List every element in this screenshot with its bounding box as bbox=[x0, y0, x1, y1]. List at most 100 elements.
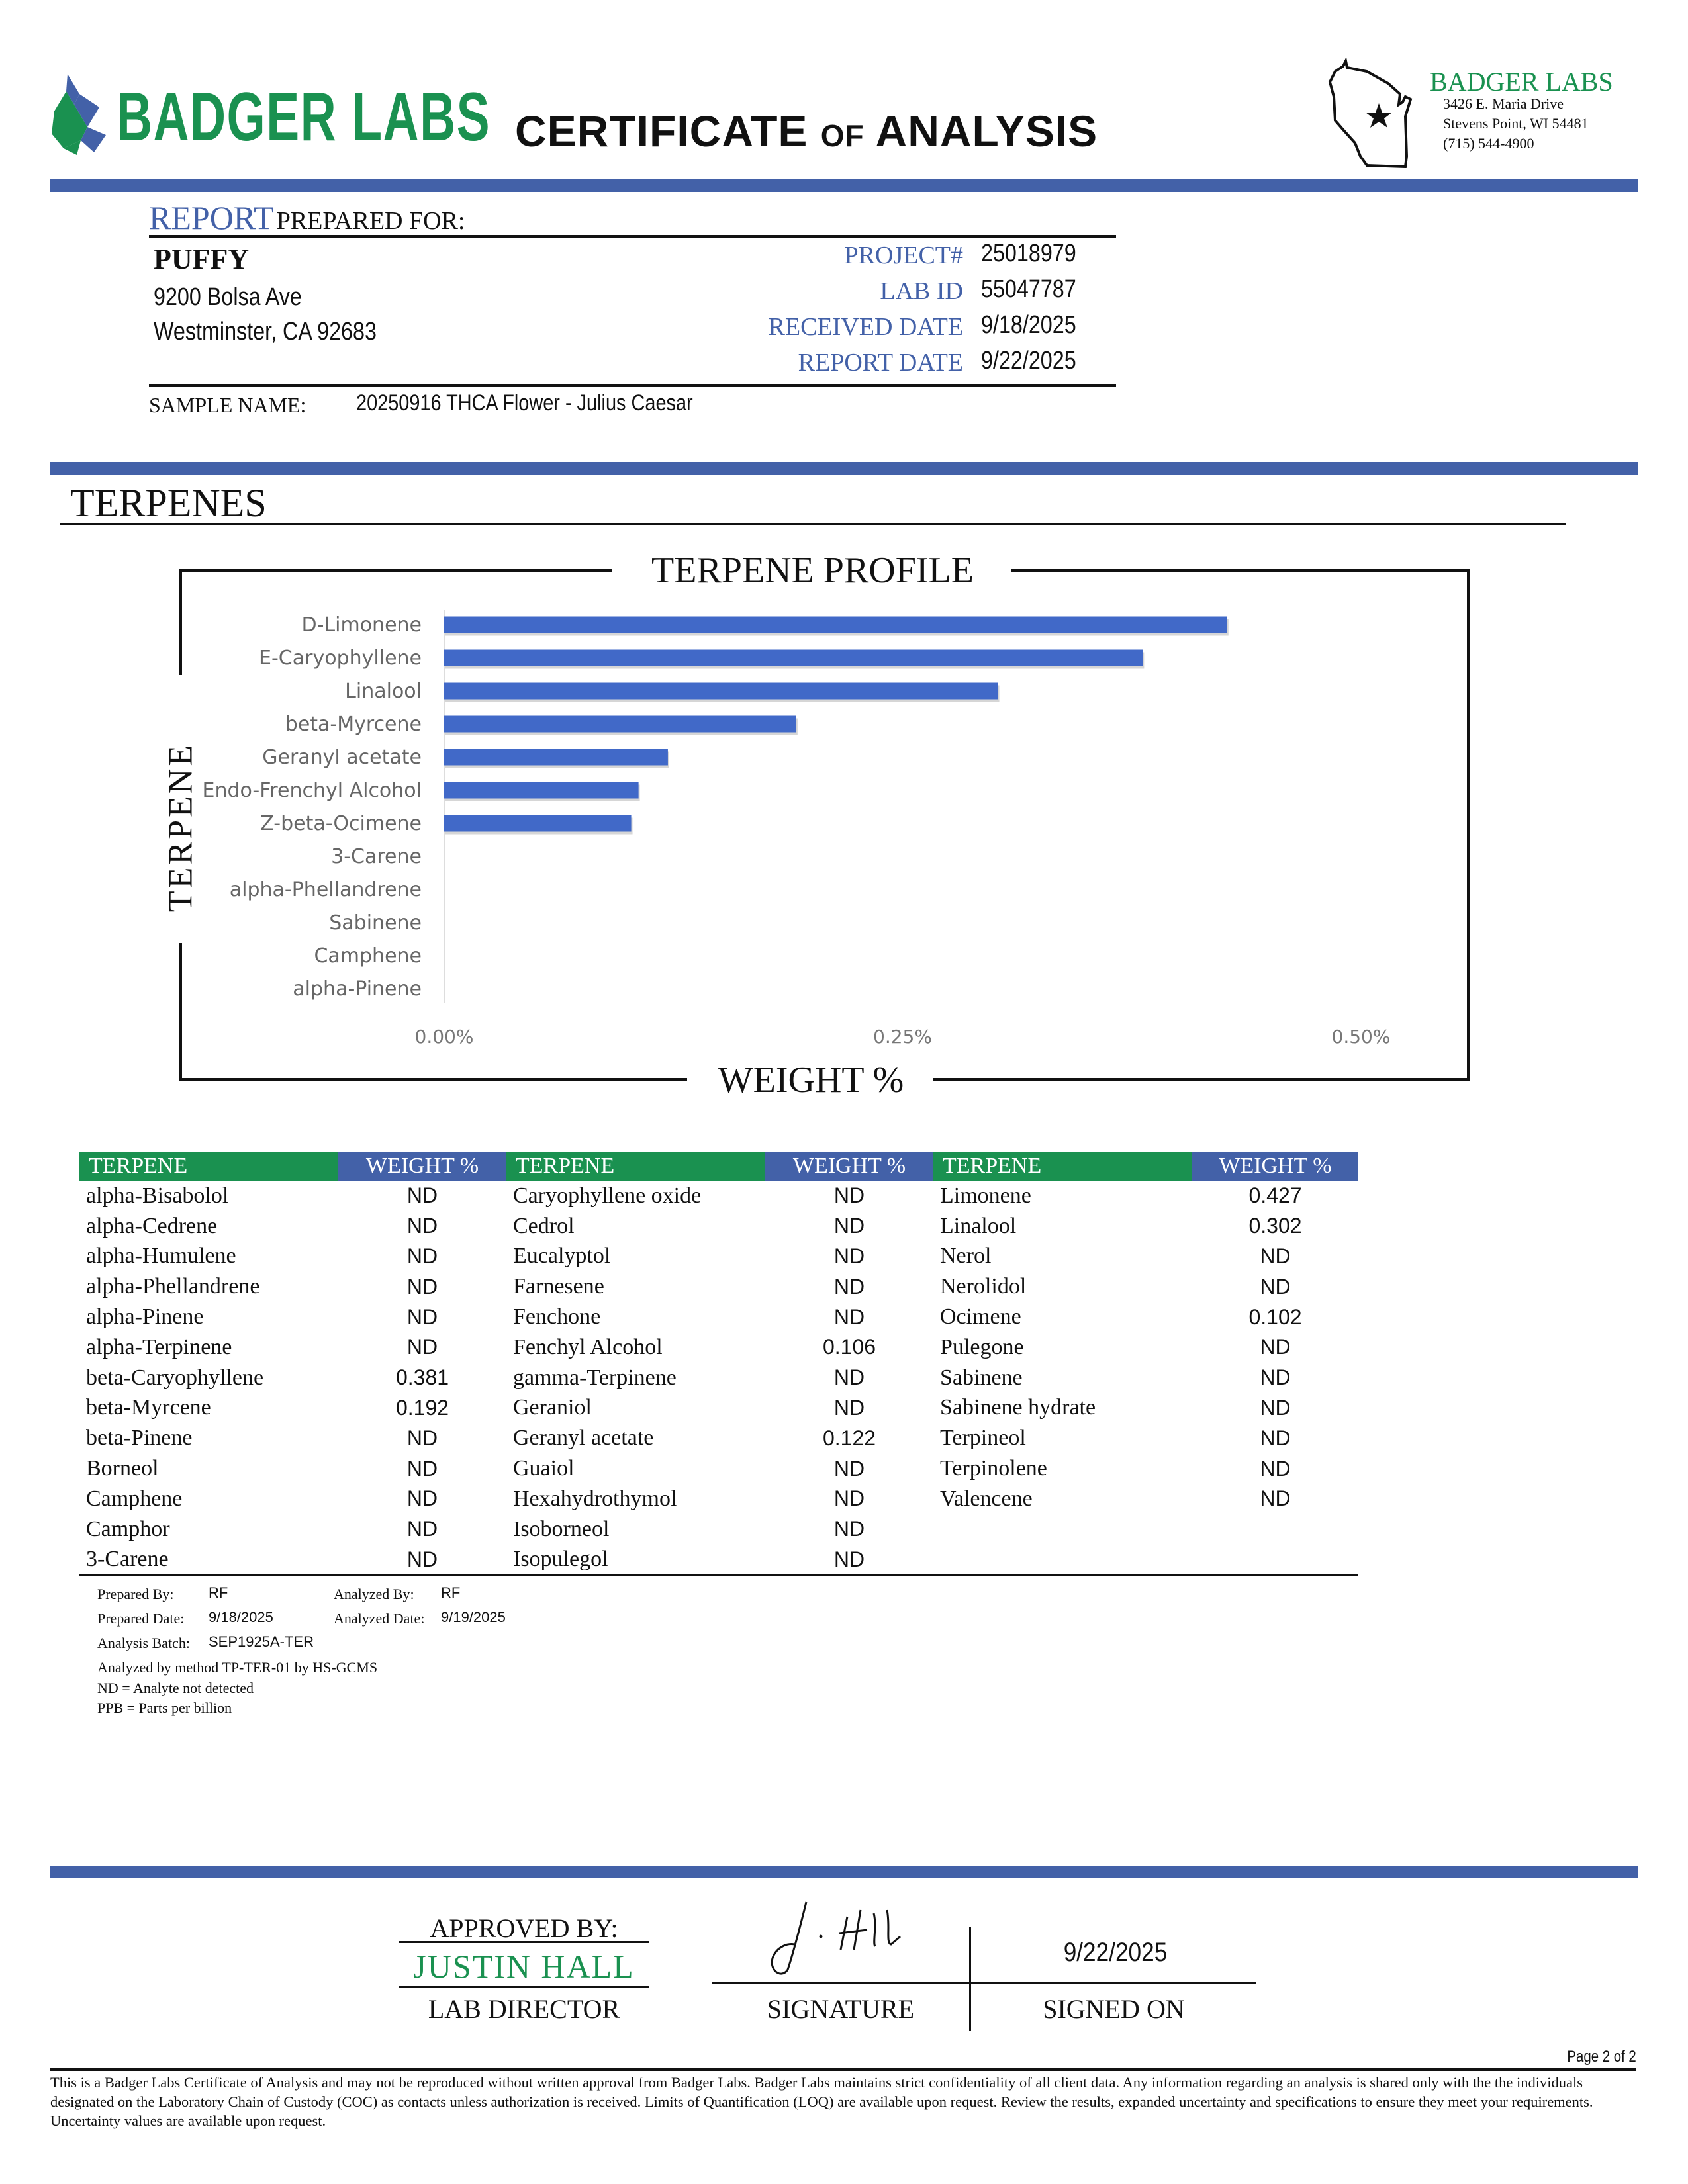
terpene-name: Limonene bbox=[940, 1183, 1031, 1208]
terpene-name: alpha-Phellandrene bbox=[86, 1274, 260, 1299]
approver-name: JUSTIN HALL bbox=[413, 1948, 635, 1985]
terpene-weight: ND bbox=[406, 1456, 438, 1480]
terpene-weight: ND bbox=[833, 1274, 865, 1298]
footer-rule bbox=[50, 2068, 1636, 2071]
terpene-weight: ND bbox=[406, 1214, 438, 1238]
terpene-name: alpha-Bisabolol bbox=[86, 1183, 229, 1208]
chart-category-label: 3-Carene bbox=[331, 845, 422, 868]
terpene-weight: ND bbox=[1260, 1456, 1291, 1480]
report-date-value: 9/22/2025 bbox=[981, 347, 1076, 375]
terpene-weight: 0.122 bbox=[822, 1426, 876, 1450]
terpene-weight: ND bbox=[406, 1335, 438, 1359]
prepared-by-label: Prepared By: bbox=[97, 1586, 174, 1602]
terpene-name: Caryophyllene oxide bbox=[513, 1183, 702, 1208]
terpene-weight: 0.302 bbox=[1248, 1214, 1302, 1238]
terpene-name: Terpineol bbox=[940, 1426, 1026, 1451]
report-word: REPORT bbox=[149, 199, 274, 236]
wisconsin-map-icon bbox=[1328, 57, 1413, 168]
chart-x-axis-title: WEIGHT % bbox=[718, 1060, 904, 1101]
terpene-name: Camphor bbox=[86, 1516, 170, 1541]
terpene-weight: ND bbox=[833, 1395, 865, 1420]
terpene-name: beta-Caryophyllene bbox=[86, 1365, 264, 1390]
signature-divider bbox=[969, 1927, 971, 2031]
ppb-definition: PPB = Parts per billion bbox=[97, 1700, 232, 1716]
terpene-name: alpha-Pinene bbox=[86, 1304, 204, 1330]
lab-id-value: 55047787 bbox=[981, 275, 1076, 303]
divider bbox=[149, 235, 1116, 238]
terpene-weight: ND bbox=[1260, 1486, 1291, 1511]
chart-category-label: Sabinene bbox=[329, 911, 422, 934]
report-prepared-for-heading: REPORT PREPARED FOR: bbox=[149, 199, 465, 237]
terpene-weight: ND bbox=[1260, 1395, 1291, 1420]
lab-name: BADGER LABS bbox=[1430, 67, 1613, 97]
terpene-weight bbox=[1192, 1514, 1358, 1545]
chart-x-tick-label: 0.00% bbox=[415, 1026, 474, 1048]
table-row: alpha-Terpinene ND Fenchyl Alcohol 0.106 Pul… bbox=[79, 1332, 1358, 1363]
terpene-name: Nerolidol bbox=[940, 1274, 1027, 1299]
chart-category-label: D-Limonene bbox=[302, 614, 422, 637]
terpene-name: beta-Myrcene bbox=[86, 1395, 211, 1420]
header-terpene: TERPENE bbox=[79, 1152, 338, 1181]
analyzed-date-label: Analyzed Date: bbox=[334, 1610, 425, 1627]
terpene-name: Camphene bbox=[86, 1486, 183, 1511]
terpene-weight: 0.102 bbox=[1248, 1304, 1302, 1329]
terpene-name: 3-Carene bbox=[86, 1547, 169, 1572]
terpene-name: Eucalyptol bbox=[513, 1244, 611, 1269]
header-weight: WEIGHT % bbox=[1192, 1152, 1358, 1181]
table-row: Camphor ND Isoborneol ND bbox=[79, 1514, 1358, 1545]
terpene-weight: ND bbox=[406, 1486, 438, 1511]
badger-labs-leaf-logo-icon bbox=[52, 74, 106, 155]
project-value: 25018979 bbox=[981, 240, 1076, 267]
terpene-name bbox=[933, 1545, 1192, 1575]
chart-x-tick-label: 0.25% bbox=[873, 1026, 932, 1048]
signed-date: 9/22/2025 bbox=[1063, 1938, 1168, 1967]
section-title: TERPENES bbox=[70, 481, 267, 525]
sample-name-value: 20250916 THCA Flower - Julius Caesar bbox=[356, 390, 693, 416]
terpene-weight: ND bbox=[833, 1244, 865, 1268]
approver-role: LAB DIRECTOR bbox=[428, 1994, 620, 2024]
terpene-results-table: TERPENE WEIGHT % TERPENE WEIGHT % TERPEN… bbox=[79, 1152, 1358, 1574]
chart-bar bbox=[444, 682, 998, 700]
terpene-weight: 0.106 bbox=[822, 1335, 876, 1359]
footer-divider-bar bbox=[50, 1866, 1638, 1878]
terpene-weight: ND bbox=[1260, 1335, 1291, 1359]
document-title: CERTIFICATE OF ANALYSIS bbox=[515, 106, 1098, 156]
terpene-name: alpha-Terpinene bbox=[86, 1334, 232, 1359]
signature-label: SIGNATURE bbox=[767, 1994, 915, 2024]
terpene-weight: ND bbox=[406, 1304, 438, 1329]
terpene-name: gamma-Terpinene bbox=[513, 1365, 677, 1390]
chart-category-label: alpha-Phellandrene bbox=[230, 878, 422, 901]
chart-category-label: Endo-Frenchyl Alcohol bbox=[202, 779, 422, 802]
header-weight: WEIGHT % bbox=[765, 1152, 933, 1181]
terpene-name: Geranyl acetate bbox=[513, 1426, 654, 1451]
method-note: Analyzed by method TP-TER-01 by HS-GCMS bbox=[97, 1659, 378, 1676]
chart-title: TERPENE PROFILE bbox=[651, 550, 974, 591]
divider bbox=[399, 1941, 649, 1943]
terpene-name: alpha-Cedrene bbox=[86, 1213, 218, 1238]
sample-name-label: SAMPLE NAME: bbox=[149, 393, 306, 417]
table-row: beta-Myrcene 0.192 Geraniol ND Sabinene hydr… bbox=[79, 1393, 1358, 1424]
terpene-weight: ND bbox=[1260, 1244, 1291, 1268]
terpene-weight bbox=[1192, 1545, 1358, 1575]
header-terpene: TERPENE bbox=[506, 1152, 765, 1181]
table-row: Borneol ND Guaiol ND Terpinolene ND bbox=[79, 1453, 1358, 1484]
header-terpene: TERPENE bbox=[933, 1152, 1192, 1181]
client-address-line2: Westminster, CA 92683 bbox=[154, 318, 377, 345]
signed-on-label: SIGNED ON bbox=[1043, 1994, 1185, 2024]
terpene-weight: ND bbox=[406, 1517, 438, 1541]
lab-phone: (715) 544-4900 bbox=[1443, 135, 1534, 152]
chart-category-label: beta-Myrcene bbox=[285, 713, 422, 736]
header-divider-bar bbox=[50, 179, 1638, 192]
chart-category-label: Z-beta-Ocimene bbox=[260, 812, 422, 835]
title-word: CERTIFICATE bbox=[515, 107, 808, 156]
terpene-weight: ND bbox=[406, 1244, 438, 1268]
terpene-weight: 0.427 bbox=[1248, 1183, 1302, 1208]
page-number: Page 2 of 2 bbox=[1567, 2048, 1636, 2066]
table-row: beta-Pinene ND Geranyl acetate 0.122 Terpine… bbox=[79, 1423, 1358, 1453]
terpene-weight: ND bbox=[833, 1547, 865, 1571]
logo-text: BADGER LABS bbox=[117, 79, 491, 156]
terpene-weight: ND bbox=[833, 1486, 865, 1511]
terpene-name: Geraniol bbox=[513, 1395, 592, 1420]
nd-definition: ND = Analyte not detected bbox=[97, 1680, 254, 1696]
table-row: 3-Carene ND Isopulegol ND bbox=[79, 1545, 1358, 1575]
